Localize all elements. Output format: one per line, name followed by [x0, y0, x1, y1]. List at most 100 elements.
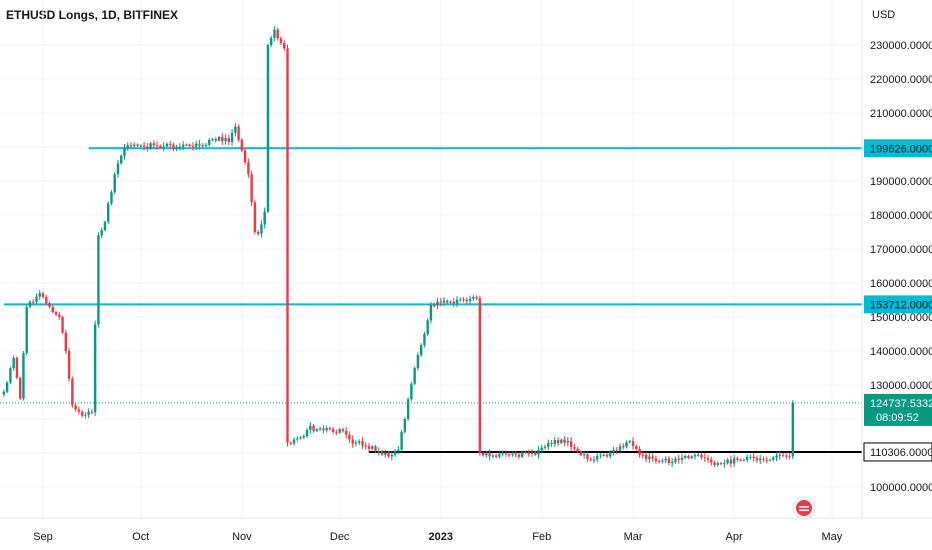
candle-body: [214, 139, 217, 141]
candle-body: [452, 301, 455, 304]
candle-body: [433, 305, 436, 307]
y-tick-label: 130000.0000: [870, 380, 932, 392]
candle-body: [351, 439, 354, 444]
price-axis[interactable]: 100000.0000110000.0000120000.0000130000.…: [861, 0, 932, 518]
candle-body: [240, 139, 244, 151]
candle-body: [41, 293, 45, 298]
candle-body: [778, 454, 781, 456]
candle-body: [605, 454, 609, 457]
candle-body: [22, 352, 25, 399]
candle-body: [217, 136, 221, 141]
candle-body: [155, 145, 159, 147]
candle-body: [2, 391, 6, 395]
y-tick-label: 160000.0000: [870, 278, 932, 290]
candle-body: [142, 145, 146, 147]
candle-body: [312, 425, 315, 431]
candle-body: [488, 453, 491, 457]
candle-body: [644, 454, 648, 459]
candle-body: [25, 306, 28, 353]
candle-body: [465, 300, 468, 302]
candle-body: [419, 345, 423, 355]
level-price-label: 153712.0000: [870, 299, 932, 311]
candle-body: [628, 441, 631, 443]
candle-body: [397, 449, 400, 451]
candle-body: [247, 162, 250, 175]
last-price-label: 124737.5332: [870, 398, 932, 410]
candle-body: [410, 383, 413, 400]
candle-body: [227, 138, 231, 142]
candle-body: [573, 447, 576, 449]
candle-body: [550, 442, 553, 444]
candle-body: [677, 458, 680, 460]
candle-body: [191, 146, 195, 148]
candle-body: [785, 455, 788, 457]
candle-body: [71, 378, 74, 406]
candle-body: [791, 402, 794, 457]
x-tick-label: 2023: [428, 531, 452, 543]
candle-body: [543, 446, 547, 448]
candle-body: [625, 442, 628, 447]
candle-body: [641, 454, 645, 456]
candle-body: [107, 203, 110, 222]
candle-body: [100, 230, 103, 236]
candle-body: [524, 452, 527, 454]
candle-body: [472, 297, 475, 299]
candle-body: [48, 303, 51, 307]
candle-body: [185, 144, 188, 146]
candle-body: [781, 454, 785, 456]
candle-body: [230, 132, 234, 142]
level-price-badge: [864, 295, 932, 314]
candle-body: [181, 144, 185, 147]
x-tick-label: Feb: [532, 531, 551, 543]
candle-body: [553, 440, 557, 444]
candle-body: [403, 419, 407, 432]
candle-body: [540, 447, 543, 451]
candle-body: [178, 146, 182, 148]
candle-body: [687, 456, 690, 459]
candle-body: [371, 446, 374, 449]
candle-body: [328, 428, 332, 430]
candle-body: [752, 456, 755, 459]
candle-body: [612, 450, 615, 453]
candle-body: [788, 456, 791, 458]
candle-body: [341, 429, 345, 431]
candle-body: [133, 144, 136, 146]
tradingview-logo-icon[interactable]: [792, 496, 816, 520]
candle-body: [344, 430, 348, 435]
candle-body: [146, 146, 149, 149]
candle-body: [622, 446, 625, 448]
candle-body: [638, 449, 641, 455]
x-tick-label: Apr: [726, 531, 743, 543]
candle-body: [423, 334, 426, 346]
level-price-badge: [864, 139, 932, 158]
candle-body: [494, 455, 498, 457]
candle-body: [393, 450, 397, 455]
candle-body: [18, 377, 22, 399]
candle-body: [305, 430, 309, 436]
candle-body: [455, 299, 459, 304]
candle-body: [296, 438, 299, 440]
candle-body: [742, 459, 746, 461]
candle-body: [136, 144, 139, 146]
candle-body: [511, 453, 514, 455]
candle-body: [110, 192, 113, 204]
candle-body: [703, 457, 706, 459]
y-tick-label: 150000.0000: [870, 312, 932, 324]
candle-body: [126, 145, 129, 149]
countdown-label: 08:09:52: [876, 412, 919, 424]
chart-title: ETHUSD Longs, 1D, BITFINEX: [6, 8, 179, 22]
candle-body: [459, 299, 462, 301]
candle-body: [566, 441, 570, 443]
x-tick-label: Oct: [132, 531, 149, 543]
candle-body: [446, 300, 449, 303]
candle-body: [485, 453, 488, 456]
candle-body: [478, 298, 482, 453]
horizontal-levels[interactable]: [0, 147, 862, 453]
candle-body: [517, 454, 521, 457]
candle-body: [139, 145, 142, 147]
time-axis[interactable]: Sep Oct Nov Dec 2023 Feb Mar Apr May: [0, 517, 932, 543]
candle-body: [51, 306, 54, 313]
candle-body: [449, 301, 452, 303]
candle-body: [475, 297, 478, 299]
